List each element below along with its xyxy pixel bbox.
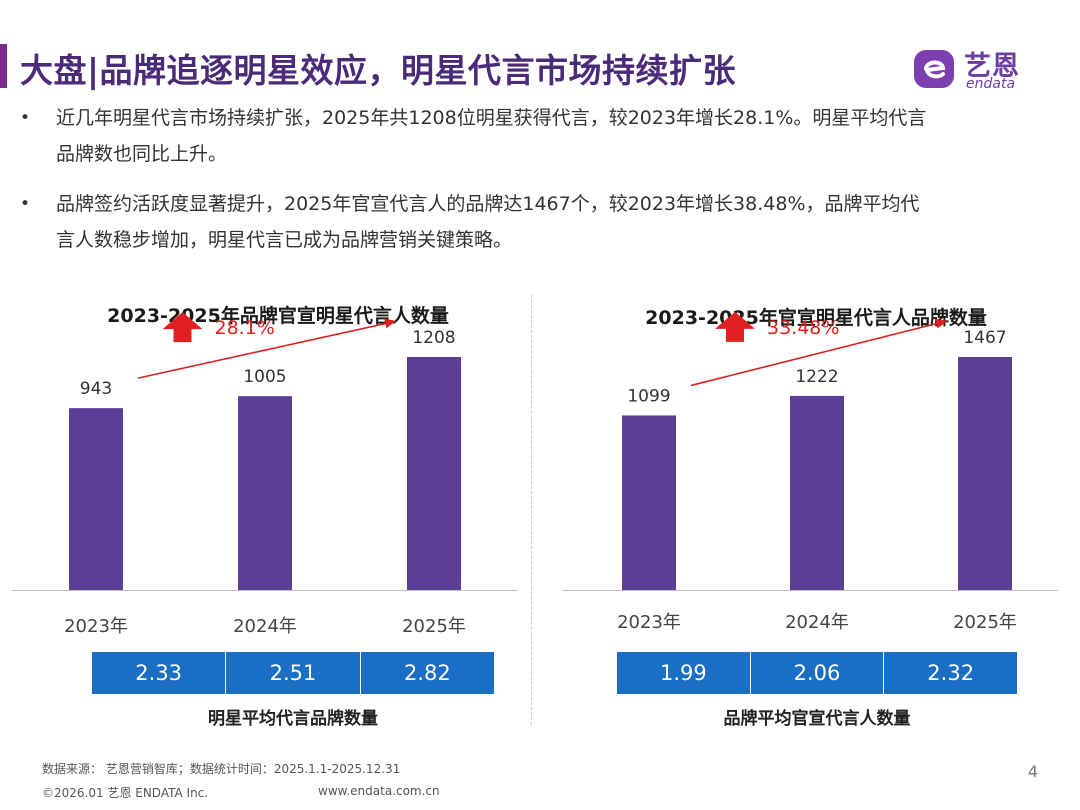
- chart-canvas: 2023-2025年品牌官宣明星代言人数量 943 2023年 1005 2024年 12…: [12, 304, 518, 637]
- tick-label: 2023年: [617, 612, 681, 633]
- chart-brand-spokesperson-count: 2023-2025年品牌官宣明星代言人数量 943 2023年 1005 2024年 12…: [0, 290, 540, 730]
- trend-arrow-line: [137, 322, 389, 379]
- metric-table: 1.99 2.06 2.32: [617, 652, 1017, 694]
- metric-cell: 2.06: [751, 652, 885, 694]
- bar: [790, 395, 844, 590]
- metric-label: 品牌平均官宣代言人数量: [723, 709, 911, 729]
- bullet-dot: •: [20, 108, 31, 128]
- chart-canvas: 2023-2025年官宣明星代言人品牌数量10992023年12222024年1…: [562, 306, 1058, 633]
- tick-label: 2025年: [402, 616, 466, 637]
- summary-bullets: • 近几年明星代言市场持续扩张，2025年共1208位明星获得代言，较2023年…: [20, 100, 1020, 272]
- growth-label: 28.1%: [215, 317, 275, 339]
- endata-logo-icon: [914, 50, 954, 88]
- trend-arrow-head: [384, 318, 396, 329]
- data-label: 1208: [412, 328, 455, 348]
- bullet-item: • 品牌签约活跃度显著提升，2025年官宣代言人的品牌达1467个，较2023年…: [20, 186, 1020, 258]
- chart-spokesperson-brand-count: 2023-2025年官宣明星代言人品牌数量 1099 2023年 1222 2024年 1…: [540, 290, 1080, 730]
- bar: [958, 357, 1012, 590]
- footer-source: 数据来源： 艺恩营销智库；数据统计时间：2025.1.1-2025.12.31: [42, 762, 401, 776]
- data-label: 943: [80, 379, 112, 399]
- chart-title: 2023-2025年品牌官宣明星代言人数量: [107, 304, 449, 327]
- page-number: 4: [1027, 762, 1038, 781]
- bullet-line: 言人数稳步增加，明星代言已成为品牌营销关键策略。: [56, 229, 513, 251]
- bar: [69, 408, 123, 590]
- bullet-line: 近几年明星代言市场持续扩张，2025年共1208位明星获得代言，较2023年增长…: [56, 107, 927, 129]
- bullet-dot: •: [20, 194, 31, 214]
- bullet-line: 品牌签约活跃度显著提升，2025年官宣代言人的品牌达1467个，较2023年增长…: [56, 193, 920, 215]
- growth-label: 33.48%: [767, 317, 839, 339]
- tick-label: 2024年: [233, 616, 297, 637]
- growth-arrow-icon: [162, 312, 203, 343]
- bar: [238, 396, 292, 590]
- metric-cell: 2.33: [92, 652, 227, 694]
- tick-label: 2023年: [64, 616, 128, 637]
- logo: 艺恩 endata: [912, 44, 1062, 94]
- bullet-item: • 近几年明星代言市场持续扩张，2025年共1208位明星获得代言，较2023年…: [20, 100, 1020, 172]
- metric-cell: 2.51: [226, 652, 361, 694]
- logo-text-cn: 艺恩: [964, 51, 1020, 82]
- metric-cell: 2.32: [927, 661, 975, 685]
- tick-label: 2024年: [785, 612, 849, 633]
- footer-copyright: ©2026.01 艺恩 ENDATA Inc.: [42, 786, 209, 800]
- page-title: 大盘|品牌追逐明星效应，明星代言市场持续扩张: [20, 51, 737, 90]
- logo-text-en: endata: [966, 76, 1016, 92]
- metric-table: 2.33 2.51 2.82: [92, 652, 494, 694]
- data-label: 1099: [627, 386, 670, 406]
- bar: [622, 415, 676, 590]
- bar: [407, 357, 461, 590]
- growth-arrow-icon: [715, 311, 755, 342]
- trend-arrow-head: [935, 318, 947, 329]
- tick-label: 2025年: [953, 612, 1017, 633]
- title-accent-bar: [0, 44, 7, 88]
- data-label: 1005: [243, 367, 286, 387]
- data-label: 1222: [795, 367, 838, 387]
- footer-url[interactable]: www.endata.com.cn: [318, 784, 440, 798]
- metric-cell: 1.99: [617, 652, 751, 694]
- metric-label: 明星平均代言品牌数量: [208, 709, 378, 729]
- metric-cell: 2.82: [403, 661, 451, 685]
- data-label: 1467: [963, 328, 1006, 348]
- bullet-line: 品牌数也同比上升。: [56, 143, 228, 165]
- trend-arrow-line: [690, 322, 940, 387]
- chart-divider: [531, 295, 532, 725]
